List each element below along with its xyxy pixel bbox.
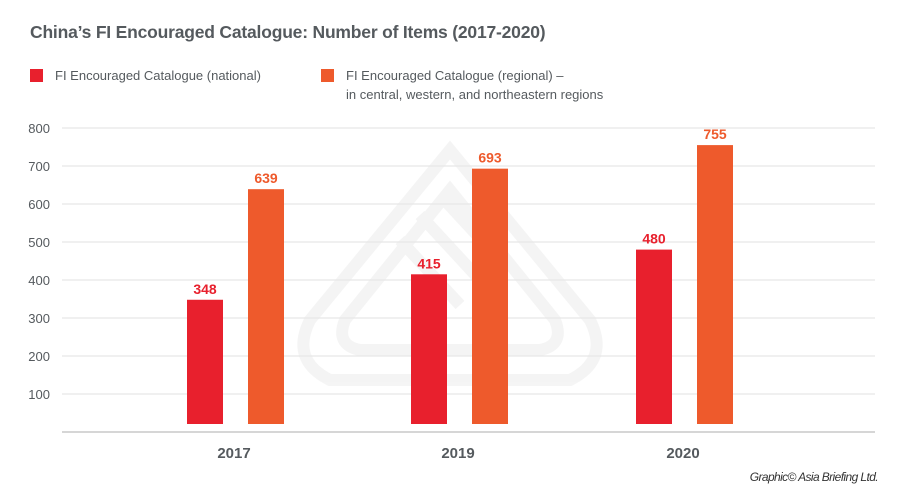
chart-title: China’s FI Encouraged Catalogue: Number … (30, 22, 546, 42)
y-tick-label: 600 (28, 197, 50, 212)
bar-regional-2019 (472, 168, 508, 424)
x-tick-label: 2020 (666, 445, 699, 462)
legend-swatch-national (30, 69, 43, 82)
data-label: 480 (642, 231, 666, 247)
credit-text: Graphic© Asia Briefing Ltd. (749, 470, 879, 484)
bar-regional-2017 (248, 189, 284, 424)
legend-label-regional-line2: in central, western, and northeastern re… (346, 87, 604, 102)
y-tick-label: 100 (28, 387, 50, 402)
data-label: 348 (193, 281, 217, 297)
bar-national-2020 (636, 249, 672, 424)
watermark-logo (297, 140, 603, 386)
legend-label-national: FI Encouraged Catalogue (national) (55, 68, 261, 83)
legend-item-national: FI Encouraged Catalogue (national) (30, 66, 261, 85)
legend-swatch-regional (321, 69, 334, 82)
x-tick-label: 2019 (441, 445, 474, 462)
bar-regional-2020 (697, 145, 733, 424)
y-tick-label: 700 (28, 159, 50, 174)
data-label: 755 (703, 126, 727, 142)
legend-item-regional: FI Encouraged Catalogue (regional) – in … (321, 66, 603, 104)
y-tick-label: 300 (28, 311, 50, 326)
y-tick-label: 400 (28, 273, 50, 288)
data-label: 415 (417, 255, 441, 271)
y-tick-label: 500 (28, 235, 50, 250)
y-tick-label: 800 (28, 121, 50, 136)
bar-national-2017 (187, 299, 223, 424)
y-tick-label: 200 (28, 349, 50, 364)
data-label: 693 (478, 150, 502, 166)
bar-national-2019 (411, 274, 447, 424)
legend-label-regional: FI Encouraged Catalogue (regional) – (346, 68, 564, 83)
x-tick-label: 2017 (217, 445, 250, 462)
data-label: 639 (254, 170, 278, 186)
